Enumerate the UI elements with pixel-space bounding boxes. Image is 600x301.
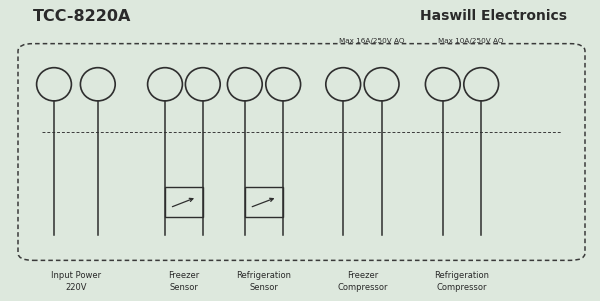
Text: TCC-8220A: TCC-8220A: [33, 9, 131, 24]
Text: Refrigeration
Sensor: Refrigeration Sensor: [236, 271, 292, 292]
Text: Input Power
220V: Input Power 220V: [51, 271, 101, 292]
Text: Freezer
Compressor: Freezer Compressor: [337, 271, 388, 292]
Text: Max 10A/250V AO: Max 10A/250V AO: [438, 38, 503, 44]
Text: Haswill Electronics: Haswill Electronics: [420, 9, 567, 23]
Bar: [165, 187, 203, 217]
Text: Freezer
Sensor: Freezer Sensor: [168, 271, 200, 292]
Text: Refrigeration
Compressor: Refrigeration Compressor: [434, 271, 490, 292]
Bar: [245, 187, 283, 217]
Text: Max 16A/250V AO: Max 16A/250V AO: [339, 38, 404, 44]
